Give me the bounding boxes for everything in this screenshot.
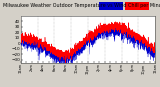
Point xyxy=(48,43,50,45)
Point xyxy=(150,42,152,44)
Point xyxy=(90,30,92,31)
Point xyxy=(104,23,106,25)
Text: Milwaukee Weather Outdoor Temperature vs Wind Chill per Minute (24 Hours): Milwaukee Weather Outdoor Temperature vs… xyxy=(3,3,160,8)
Point xyxy=(57,49,60,50)
